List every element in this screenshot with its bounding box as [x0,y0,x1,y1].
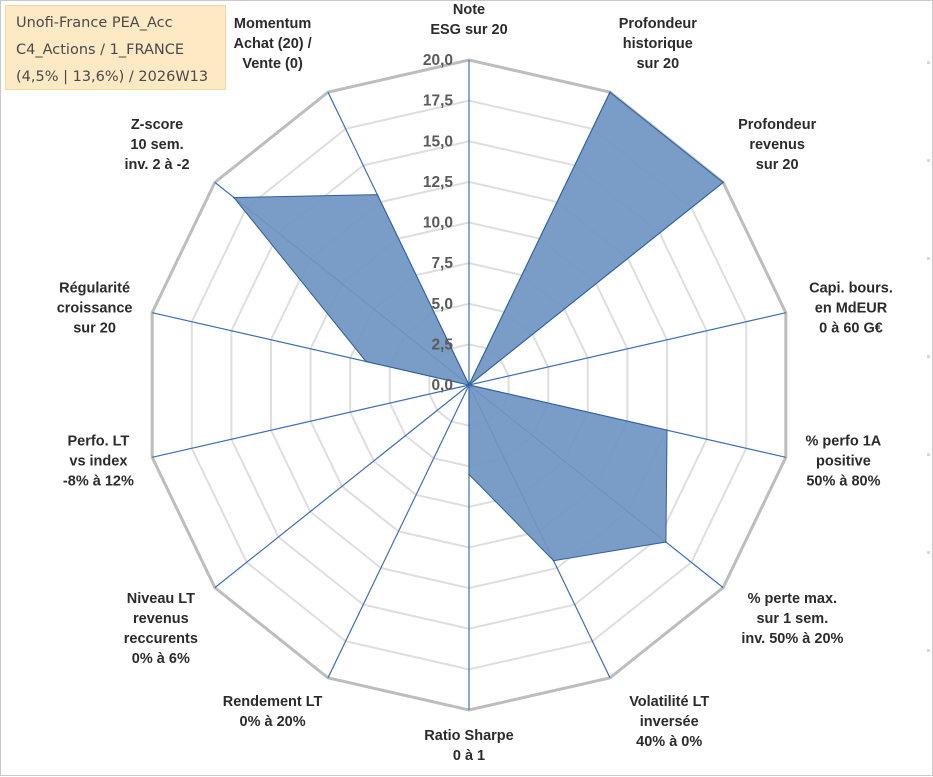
data-point-2 [722,181,724,184]
spoke-10 [152,384,470,458]
r-tick-label-8: 20,0 [423,52,453,69]
spoke-8 [327,384,470,679]
axis-label-line: Capi. bours. [809,281,893,297]
series-area-0 [232,91,724,562]
axis-label-10: Perfo. LT vs index -8% à 12% [63,433,134,489]
data-point-12 [233,196,235,199]
r-tick-label-3: 7,5 [431,255,453,272]
spoke-3 [468,312,786,386]
axis-label-9: Niveau LT revenus reccurents 0% à 6% [124,591,198,667]
axis-label-2: Profondeur revenus sur 20 [738,117,816,173]
chart-title-box: Unofi-France PEA_Acc C4_Actions / 1_FRAN… [5,5,226,90]
data-point-7 [468,473,470,476]
axis-label-line: % perfo 1A [806,433,882,449]
axis-label-line: Achat (20) / [233,36,311,52]
axis-label-line: 0% à 20% [240,714,306,730]
axis-label-line: historique [623,36,693,52]
axis-label-0: Note ESG sur 20 [430,2,507,38]
axis-label-line: sur 1 sem. [756,611,828,627]
axis-label-line: Z-score [131,117,183,133]
axis-label-line: 0% à 6% [132,651,190,667]
axis-label-line: sur 20 [756,157,799,173]
data-point-5 [665,541,667,543]
axis-label-line: Rendement LT [223,694,323,710]
r-tick-label-7: 17,5 [423,93,454,110]
r-tick-label-2: 5,0 [431,296,453,313]
axis-label-line: % perte max. [748,591,837,607]
axis-label-13: Momentum Achat (20) / Vente (0) [233,16,311,72]
data-point-6 [552,559,555,562]
axis-label-6: Volatilité LT inversée 40% à 0% [629,694,709,750]
axis-label-line: ESG sur 20 [430,22,507,38]
axis-label-line: Vente (0) [242,56,303,72]
axis-label-line: croissance [57,301,133,317]
title-line-1: Unofi-France PEA_Acc [16,15,173,31]
axis-label-8: Rendement LT 0% à 20% [223,694,323,730]
axis-label-line: Volatilité LT [629,694,709,710]
axis-label-line: Note [453,2,485,18]
spoke-9 [214,384,470,589]
axis-label-line: en MdEUR [815,301,888,317]
title-line-3: (4,5% | 13,6%) / 2026W13 [16,69,209,85]
axis-label-line: sur 20 [636,56,679,72]
axis-label-11: Régularité croissance sur 20 [57,281,133,337]
data-point-11 [365,360,367,363]
axis-label-12: Z-score 10 sem. inv. 2 à -2 [125,117,190,173]
r-tick-label-0: 0,0 [431,377,453,394]
r-tick-label-5: 12,5 [423,174,454,191]
title-line-2: C4_Actions / 1_FRANCE [16,42,185,58]
axis-label-4: % perfo 1A positive 50% à 80% [806,433,882,489]
data-point-10 [468,384,470,386]
axis-label-line: inv. 2 à -2 [125,157,190,173]
axis-label-line: Niveau LT [127,591,195,607]
axis-label-line: Profondeur [619,16,697,32]
axis-label-7: Ratio Sharpe 0 à 1 [424,728,513,764]
axis-label-5: % perte max. sur 1 sem. inv. 50% à 20% [741,591,843,647]
axis-label-line: positive [816,453,871,469]
axis-label-line: vs index [69,453,127,469]
r-tick-label-1: 2,5 [431,336,453,353]
axis-label-line: 0 à 1 [453,748,485,764]
axis-label-line: reccurents [124,631,198,647]
axis-label-line: Régularité [59,281,130,297]
axis-label-line: 10 sem. [130,137,183,153]
axis-label-line: revenus [749,137,805,153]
data-point-1 [609,91,611,93]
axis-label-line: revenus [133,611,189,627]
axis-label-line: Profondeur [738,117,816,133]
axis-label-line: 50% à 80% [806,473,880,489]
axis-label-line: sur 20 [73,321,116,337]
data-point-4 [666,429,668,431]
axis-label-line: inv. 50% à 20% [741,631,843,647]
axis-label-line: 0 à 60 G€ [819,321,883,337]
axis-label-1: Profondeur historique sur 20 [619,16,697,72]
scroll-hint [927,61,930,721]
axis-label-line: Ratio Sharpe [424,728,513,744]
r-tick-label-4: 10,0 [423,215,453,232]
axis-label-line: -8% à 12% [63,473,134,489]
axis-label-line: inversée [640,714,699,730]
axis-label-line: Perfo. LT [68,433,130,449]
axis-label-line: 40% à 0% [636,734,702,750]
r-tick-label-6: 15,0 [423,133,453,150]
axis-label-3: Capi. bours. en MdEUR 0 à 60 G€ [809,281,893,337]
data-point-13 [376,193,379,196]
axis-label-line: Momentum [234,16,311,32]
